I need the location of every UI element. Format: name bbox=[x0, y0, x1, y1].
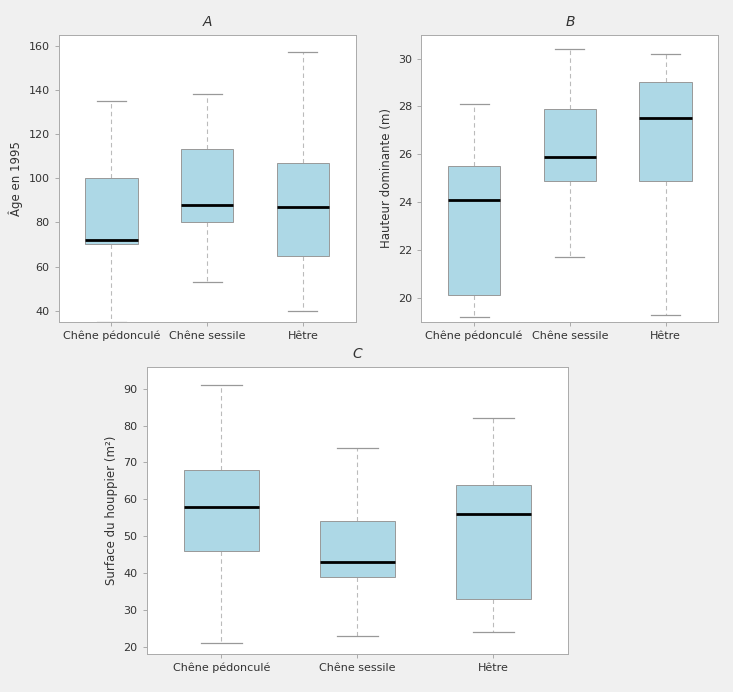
Bar bbox=[85, 179, 138, 244]
Title: A: A bbox=[202, 15, 212, 29]
Bar bbox=[639, 82, 692, 181]
Bar bbox=[448, 166, 501, 295]
Title: C: C bbox=[353, 347, 362, 361]
Bar bbox=[544, 109, 596, 181]
Bar bbox=[184, 470, 259, 551]
Title: B: B bbox=[565, 15, 575, 29]
Bar bbox=[181, 149, 233, 222]
Bar bbox=[456, 484, 531, 599]
Y-axis label: Surface du houppier (m²): Surface du houppier (m²) bbox=[105, 436, 118, 585]
Bar bbox=[276, 163, 329, 255]
Bar bbox=[320, 521, 395, 576]
Y-axis label: Âge en 1995: Âge en 1995 bbox=[9, 140, 23, 216]
Y-axis label: Hauteur dominante (m): Hauteur dominante (m) bbox=[380, 108, 393, 248]
